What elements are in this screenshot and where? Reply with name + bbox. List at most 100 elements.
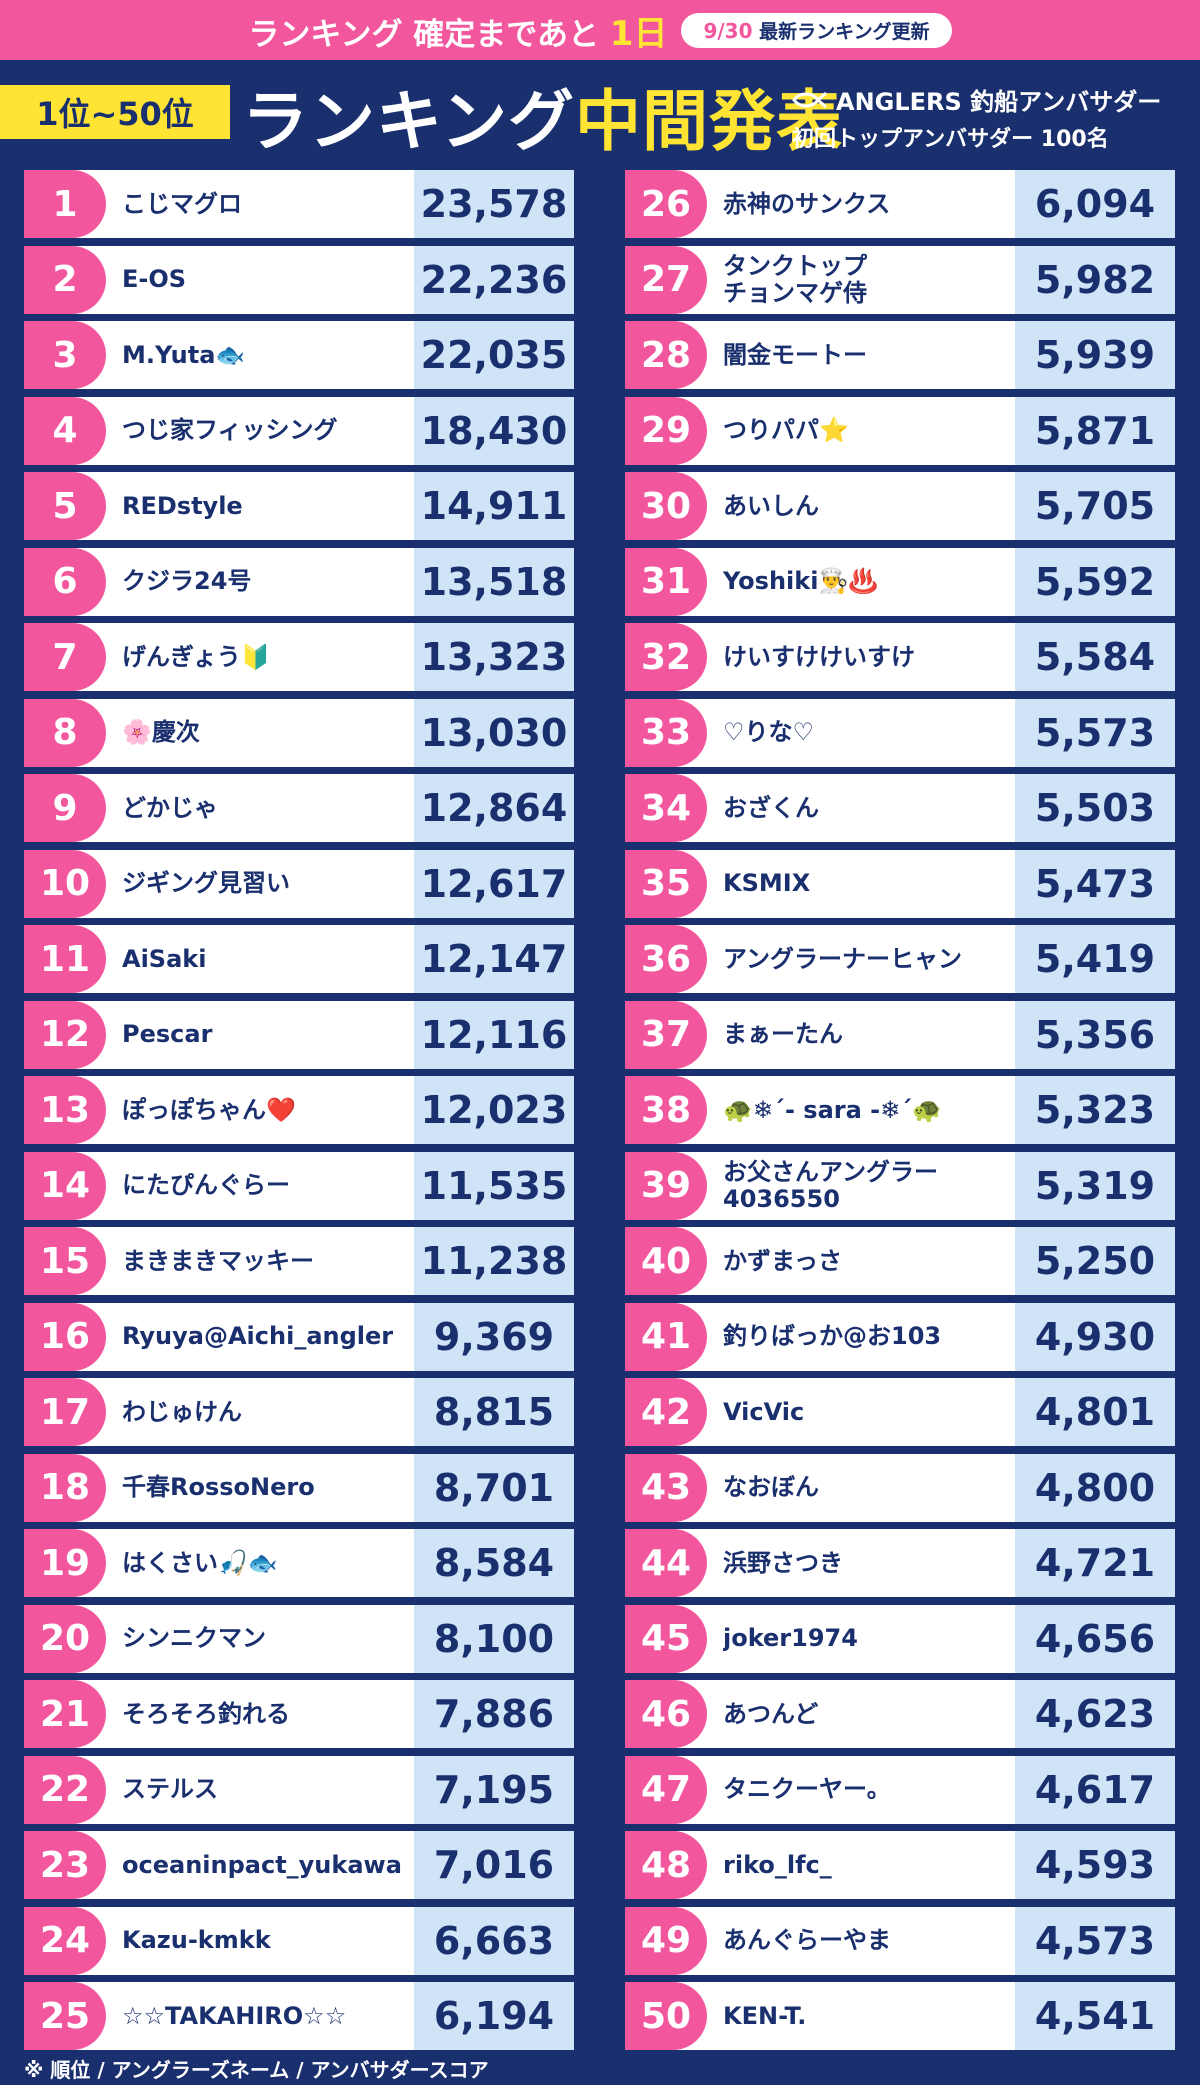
ambassador-score: 12,864 — [414, 774, 574, 842]
ranking-row: 21 そろそろ釣れる 7,886 — [24, 1680, 574, 1748]
title-main: ランキング — [242, 83, 576, 160]
ranking-row: 40 かずまっさ 5,250 — [625, 1227, 1175, 1295]
ranking-row: 28 闇金モートー 5,939 — [625, 321, 1175, 389]
ranking-row: 37 まぁーたん 5,356 — [625, 1000, 1175, 1069]
ranking-row: 15 まきまきマッキー 11,238 — [24, 1227, 574, 1295]
angler-name: けいすけけいすけ — [723, 642, 915, 671]
rank-number: 10 — [24, 849, 106, 918]
rank-number: 48 — [625, 1831, 707, 1899]
ranking-row: 32 けいすけけいすけ 5,584 — [625, 623, 1175, 691]
rank-number: 23 — [24, 1831, 106, 1899]
ambassador-score: 13,030 — [414, 698, 574, 767]
ranking-row: 38 🐢❄´- sara -❄´🐢 5,323 — [625, 1076, 1175, 1144]
ambassador-score: 9,369 — [414, 1302, 574, 1371]
ranking-row: 39 お父さんアングラー 4036550 5,319 — [625, 1151, 1175, 1220]
ranking-row: 31 Yoshiki👨‍🍳♨️ 5,592 — [625, 547, 1175, 616]
angler-name: まきまきマッキー — [122, 1246, 314, 1275]
rank-number: 37 — [625, 1000, 707, 1069]
rank-number: 9 — [24, 774, 106, 842]
ambassador-score: 5,982 — [1015, 245, 1175, 314]
ranking-row: 48 riko_lfc_ 4,593 — [625, 1831, 1175, 1899]
countdown-message: ランキング 確定まであと 1日 — [248, 6, 667, 55]
ambassador-score: 8,815 — [414, 1378, 574, 1446]
ranking-row: 50 KEN-T. 4,541 — [625, 1982, 1175, 2050]
ambassador-score: 22,035 — [414, 321, 574, 389]
countdown-days: 1日 — [609, 13, 668, 54]
angler-name: 浜野さつき — [723, 1548, 843, 1577]
footer-note: ※ 順位 / アングラーズネーム / アンバサダースコア — [24, 2058, 489, 2082]
angler-name: そろそろ釣れる — [122, 1699, 290, 1728]
angler-name: あいしん — [723, 491, 819, 520]
ambassador-score: 7,016 — [414, 1831, 574, 1899]
angler-name: KSMIX — [723, 869, 811, 898]
rank-number: 27 — [625, 245, 707, 314]
update-date-suffix: 最新ランキング更新 — [759, 20, 930, 43]
ranking-row: 14 にたぴんぐらー 11,535 — [24, 1151, 574, 1220]
ranking-row: 17 わじゅけん 8,815 — [24, 1378, 574, 1446]
ambassador-score: 4,541 — [1015, 1982, 1175, 2050]
angler-name: なおぼん — [723, 1473, 819, 1502]
ambassador-score: 5,319 — [1015, 1151, 1175, 1220]
ranking-row: 4 つじ家フィッシング 18,430 — [24, 396, 574, 465]
ranking-row: 26 赤神のサンクス 6,094 — [625, 170, 1175, 238]
angler-name: Ryuya@Aichi_angler — [122, 1322, 394, 1351]
ambassador-score: 7,195 — [414, 1755, 574, 1824]
angler-name: KEN-T. — [723, 2001, 807, 2030]
rank-number: 14 — [24, 1151, 106, 1220]
rank-range-label: 1位~50位 — [0, 85, 230, 139]
ambassador-score: 4,801 — [1015, 1378, 1175, 1446]
rank-number: 11 — [24, 925, 106, 993]
ambassador-score: 5,939 — [1015, 321, 1175, 389]
angler-name: 🌸慶次 — [122, 718, 200, 747]
angler-name: 赤神のサンクス — [723, 189, 891, 218]
ranking-row: 22 ステルス 7,195 — [24, 1755, 574, 1824]
ranking-column-right: 26 赤神のサンクス 6,094 27 タンクトップ チョンマゲ侍 5,982 28 闇金モー… — [625, 170, 1175, 2058]
ambassador-score: 8,701 — [414, 1453, 574, 1522]
ranking-row: 13 ぽっぽちゃん❤️ 12,023 — [24, 1076, 574, 1144]
ambassador-score: 12,023 — [414, 1076, 574, 1144]
ranking-row: 44 浜野さつき 4,721 — [625, 1529, 1175, 1597]
angler-name: 闇金モートー — [723, 340, 867, 369]
ambassador-score: 5,323 — [1015, 1076, 1175, 1144]
update-date: 9/30 — [703, 18, 753, 43]
angler-name: どかじゃ — [122, 793, 218, 822]
rank-number: 35 — [625, 849, 707, 918]
rank-number: 17 — [24, 1378, 106, 1446]
ambassador-score: 5,503 — [1015, 774, 1175, 842]
ambassador-score: 4,617 — [1015, 1755, 1175, 1824]
rank-number: 19 — [24, 1529, 106, 1597]
angler-name: 🐢❄´- sara -❄´🐢 — [723, 1095, 943, 1124]
ambassador-score: 7,886 — [414, 1680, 574, 1748]
angler-name: ☆☆TAKAHIRO☆☆ — [122, 2001, 347, 2030]
countdown-banner: ランキング 確定まであと 1日 9/30 最新ランキング更新 — [0, 0, 1200, 60]
rank-number: 28 — [625, 321, 707, 389]
ambassador-score: 13,518 — [414, 547, 574, 616]
angler-name: つりパパ⭐ — [723, 416, 849, 445]
ranking-row: 10 ジギング見習い 12,617 — [24, 849, 574, 918]
ambassador-score: 23,578 — [414, 170, 574, 238]
rank-number: 43 — [625, 1453, 707, 1522]
page-title: ランキング中間発表 — [242, 68, 843, 164]
ambassador-score: 5,473 — [1015, 849, 1175, 918]
rank-number: 13 — [24, 1076, 106, 1144]
ranking-row: 2 E-OS 22,236 — [24, 245, 574, 314]
angler-name: はくさい🎣🐟 — [122, 1548, 278, 1577]
ranking-row: 45 joker1974 4,656 — [625, 1604, 1175, 1673]
rank-number: 26 — [625, 170, 707, 238]
rank-number: 38 — [625, 1076, 707, 1144]
rank-number: 21 — [24, 1680, 106, 1748]
rank-number: 39 — [625, 1151, 707, 1220]
angler-name: おざくん — [723, 793, 819, 822]
rank-number: 42 — [625, 1378, 707, 1446]
angler-name: Pescar — [122, 1020, 213, 1049]
ranking-row: 33 ♡りな♡ 5,573 — [625, 698, 1175, 767]
ambassador-score: 5,356 — [1015, 1000, 1175, 1069]
angler-name: あつんど — [723, 1699, 819, 1728]
rank-number: 34 — [625, 774, 707, 842]
rank-number: 29 — [625, 396, 707, 465]
angler-name: にたぴんぐらー — [122, 1171, 290, 1200]
ambassador-score: 12,617 — [414, 849, 574, 918]
ambassador-score: 6,094 — [1015, 170, 1175, 238]
rank-number: 2 — [24, 245, 106, 314]
rank-number: 3 — [24, 321, 106, 389]
